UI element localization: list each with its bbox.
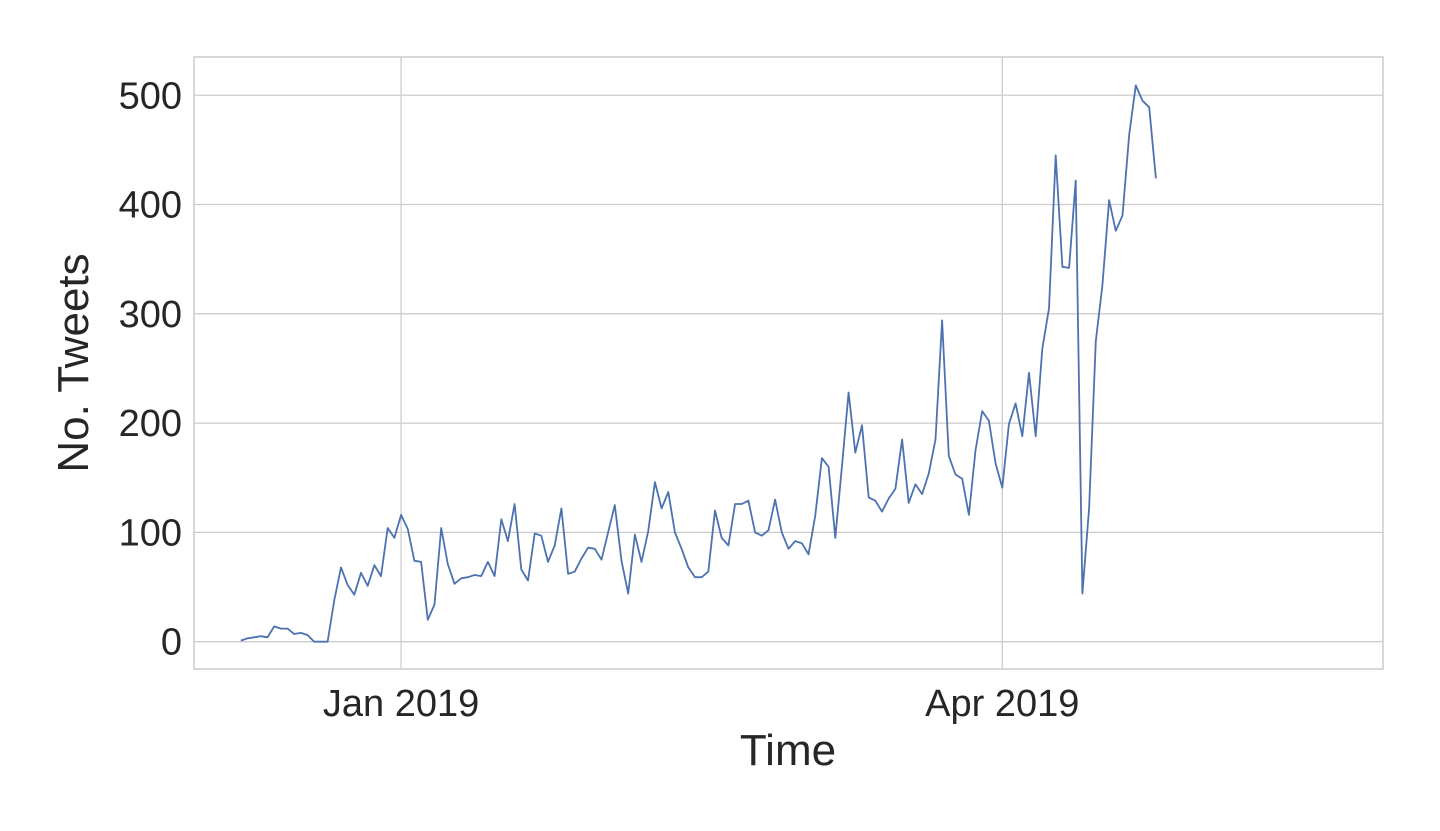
y-tick-label: 300 xyxy=(119,294,182,336)
y-tick-label: 400 xyxy=(119,185,182,227)
x-tick-labels: Jan 2019 Apr 2019 xyxy=(323,683,1079,725)
series-layer xyxy=(240,84,1157,643)
y-tick-labels: 0 100 200 300 400 500 xyxy=(119,75,182,663)
series-line-0 xyxy=(240,84,1157,643)
grid xyxy=(194,57,1383,669)
x-axis-label: Time xyxy=(740,726,836,775)
y-tick-label: 200 xyxy=(119,403,182,445)
y-tick-label: 0 xyxy=(161,622,182,664)
x-tick-label: Jan 2019 xyxy=(323,683,479,725)
y-tick-label: 100 xyxy=(119,512,182,554)
y-tick-label: 500 xyxy=(119,75,182,117)
y-axis-label: No. Tweets xyxy=(49,253,98,472)
plot-frame xyxy=(193,56,1384,670)
x-tick-label: Apr 2019 xyxy=(925,683,1079,725)
